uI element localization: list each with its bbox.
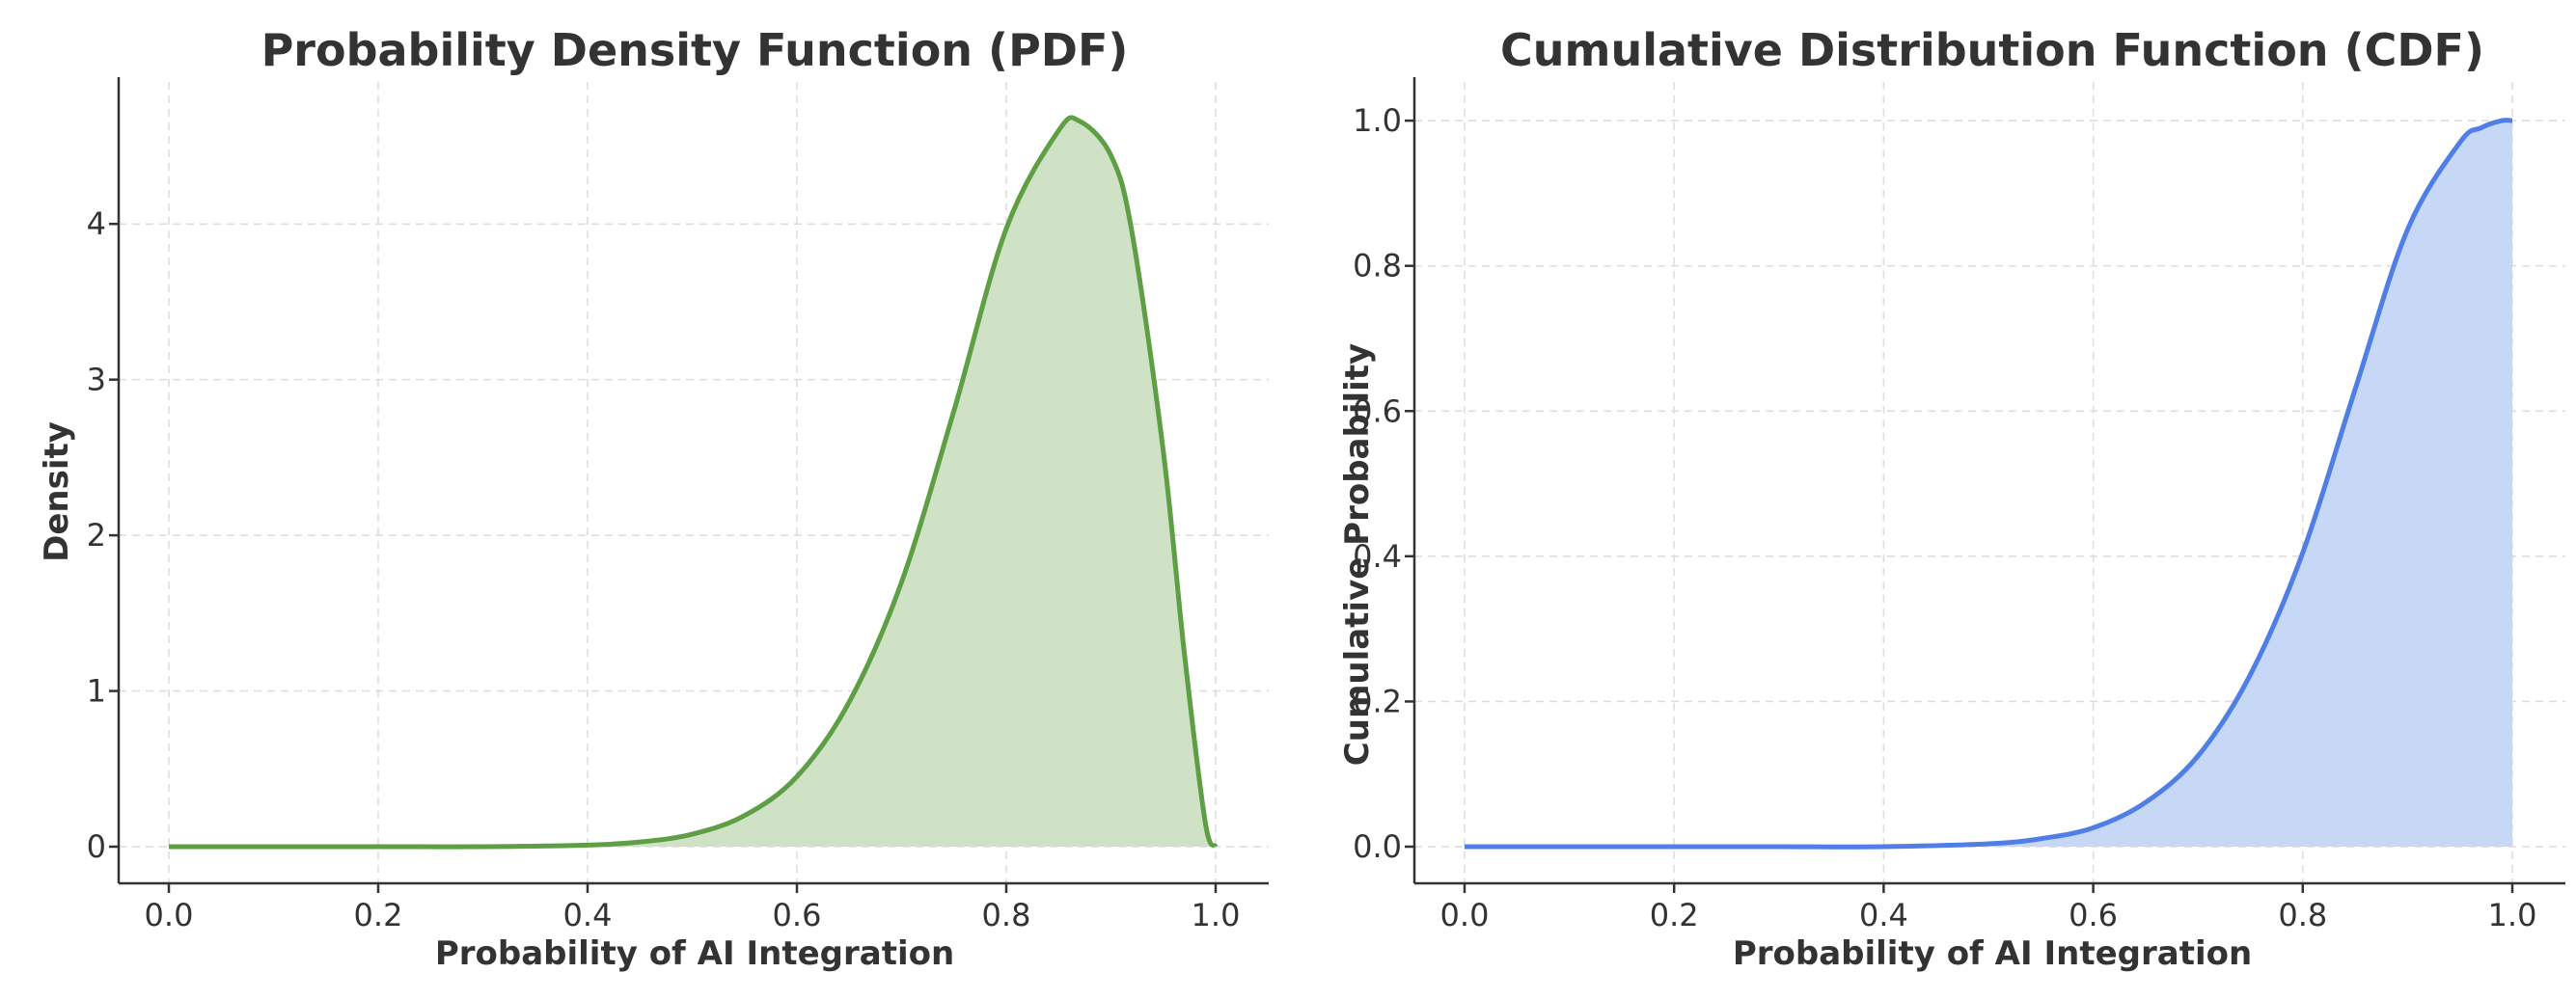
pdf-x-tick-label: 0.2 (354, 897, 403, 933)
cdf-y-tick-label: 0.0 (1353, 828, 1402, 865)
cdf-x-tick-label: 0.2 (1650, 897, 1699, 933)
cdf-y-tick-label: 1.0 (1353, 102, 1402, 139)
cdf-y-tick-label: 0.6 (1353, 392, 1402, 429)
pdf-x-tick-label: 0.4 (563, 897, 613, 933)
cdf-ticks: 0.0 0.2 0.4 0.6 0.8 1.0 0.0 0.2 0.4 0.6 0.8 1.0 (1353, 102, 2536, 933)
cdf-chart-title: Cumulative Distribution Function (CDF) (1500, 24, 2484, 76)
pdf-x-tick-label: 0.6 (773, 897, 822, 933)
cdf-x-tick-label: 1.0 (2488, 897, 2537, 933)
cdf-x-tick-label: 0.6 (2069, 897, 2118, 933)
pdf-area-fill (169, 117, 1216, 848)
pdf-x-axis-label: Probability of AI Integration (435, 934, 954, 973)
pdf-y-tick-label: 1 (87, 673, 106, 710)
pdf-x-tick-label: 1.0 (1192, 897, 1241, 933)
pdf-y-axis-label: Density (38, 421, 76, 562)
cdf-chart: 0.0 0.2 0.4 0.6 0.8 1.0 0.0 0.2 0.4 0.6 0.8 1.0 Cum… (1338, 24, 2565, 973)
cdf-x-tick-label: 0.4 (1859, 897, 1908, 933)
cdf-probability-line (1465, 118, 2513, 850)
pdf-y-tick-label: 0 (87, 828, 106, 865)
cdf-x-tick-label: 0.8 (2278, 897, 2327, 933)
pdf-chart: 0.0 0.2 0.4 0.6 0.8 1.0 0 1 2 3 4 Probability Dens… (38, 24, 1269, 973)
pdf-density-line (169, 115, 1219, 850)
pdf-y-tick-label: 4 (87, 205, 106, 242)
cdf-area-fill (1465, 120, 2512, 848)
cdf-y-tick-label: 0.8 (1353, 248, 1402, 284)
cdf-y-axis-label: Cumulative Probability (1338, 343, 1377, 766)
cdf-x-axis-label: Probability of AI Integration (1733, 934, 2252, 973)
cdf-y-tick-label: 0.4 (1353, 538, 1402, 575)
pdf-ticks: 0.0 0.2 0.4 0.6 0.8 1.0 0 1 2 3 4 (87, 205, 1241, 933)
cdf-x-tick-label: 0.0 (1440, 897, 1490, 933)
cdf-y-tick-label: 0.2 (1353, 683, 1402, 719)
pdf-chart-title: Probability Density Function (PDF) (261, 24, 1129, 76)
pdf-x-tick-label: 0.8 (982, 897, 1031, 933)
pdf-x-tick-label: 0.0 (145, 897, 194, 933)
pdf-y-tick-label: 2 (87, 517, 106, 554)
pdf-y-tick-label: 3 (87, 362, 106, 398)
